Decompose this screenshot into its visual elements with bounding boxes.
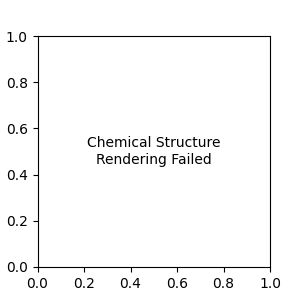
Text: Chemical Structure
Rendering Failed: Chemical Structure Rendering Failed <box>87 136 220 166</box>
